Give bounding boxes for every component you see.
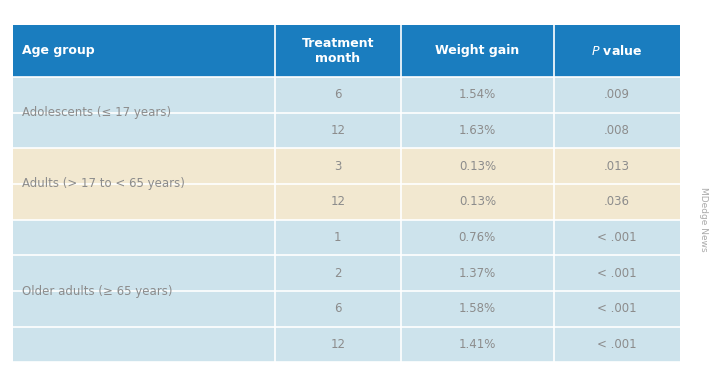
Text: < .001: < .001 <box>597 303 636 315</box>
Bar <box>275 184 401 220</box>
Bar <box>554 25 680 77</box>
Text: Weight gain: Weight gain <box>435 45 519 57</box>
Text: 1.54%: 1.54% <box>459 88 496 101</box>
Text: Older adults (≥ 65 years): Older adults (≥ 65 years) <box>22 285 172 298</box>
Bar <box>554 184 680 220</box>
Text: Adults (> 17 to < 65 years): Adults (> 17 to < 65 years) <box>22 177 184 190</box>
Bar <box>554 148 680 184</box>
Bar <box>275 255 401 291</box>
Bar <box>275 291 401 327</box>
Text: 6: 6 <box>334 88 341 101</box>
Text: 0.13%: 0.13% <box>459 160 496 172</box>
Text: .013: .013 <box>604 160 630 172</box>
Bar <box>554 291 680 327</box>
Text: Treatment
month: Treatment month <box>302 37 374 65</box>
Text: 6: 6 <box>334 303 341 315</box>
Bar <box>275 77 401 113</box>
Text: 1.63%: 1.63% <box>459 124 496 137</box>
Bar <box>401 184 554 220</box>
Bar <box>13 220 275 362</box>
Bar <box>554 255 680 291</box>
Bar <box>554 113 680 148</box>
Bar <box>13 77 275 148</box>
Text: Adolescents (≤ 17 years): Adolescents (≤ 17 years) <box>22 106 171 119</box>
Text: Age group: Age group <box>22 45 94 57</box>
Bar <box>401 148 554 184</box>
Text: 3: 3 <box>334 160 341 172</box>
Text: 12: 12 <box>330 124 346 137</box>
Text: $\it{P}$ value: $\it{P}$ value <box>591 44 642 58</box>
Bar <box>554 327 680 362</box>
Bar <box>275 113 401 148</box>
Bar <box>401 113 554 148</box>
Bar <box>401 220 554 255</box>
Bar <box>401 25 554 77</box>
Text: < .001: < .001 <box>597 231 636 244</box>
Bar <box>275 220 401 255</box>
Text: < .001: < .001 <box>597 338 636 351</box>
Text: .036: .036 <box>604 195 630 208</box>
Text: MDedge News: MDedge News <box>699 187 708 252</box>
Bar <box>275 327 401 362</box>
Bar <box>275 25 401 77</box>
Bar <box>401 255 554 291</box>
Text: .008: .008 <box>604 124 630 137</box>
Bar <box>275 148 401 184</box>
Bar <box>554 77 680 113</box>
Bar <box>13 25 275 77</box>
Text: < .001: < .001 <box>597 267 636 280</box>
Bar <box>13 148 275 220</box>
Text: 1: 1 <box>334 231 341 244</box>
Text: 2: 2 <box>334 267 341 280</box>
Bar <box>401 77 554 113</box>
Text: 0.13%: 0.13% <box>459 195 496 208</box>
Bar <box>401 291 554 327</box>
Text: 12: 12 <box>330 338 346 351</box>
Text: .009: .009 <box>604 88 630 101</box>
Text: 12: 12 <box>330 195 346 208</box>
Bar <box>554 220 680 255</box>
Text: 1.58%: 1.58% <box>459 303 496 315</box>
Text: 0.76%: 0.76% <box>459 231 496 244</box>
Text: 1.41%: 1.41% <box>459 338 496 351</box>
Bar <box>401 327 554 362</box>
Text: 1.37%: 1.37% <box>459 267 496 280</box>
